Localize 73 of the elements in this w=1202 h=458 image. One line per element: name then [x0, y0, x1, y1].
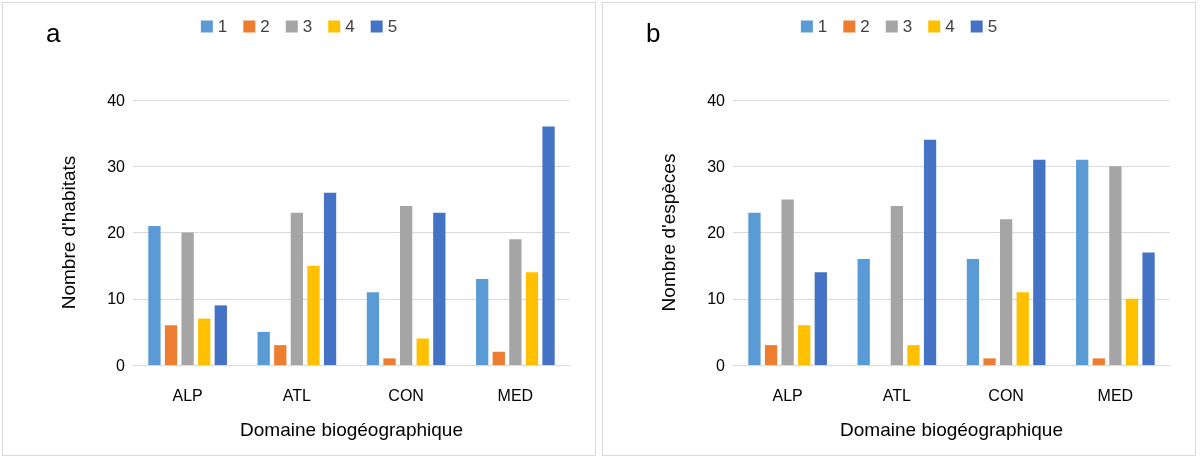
bar	[509, 239, 522, 365]
x-tick-label: ALP	[172, 386, 203, 404]
bar	[164, 325, 178, 365]
bar	[1142, 252, 1155, 365]
x-tick-label: ATL	[282, 386, 312, 404]
x-axis-title: Domaine biogéographique	[240, 419, 463, 440]
bar	[764, 345, 778, 365]
y-tick-label: 0	[116, 356, 126, 374]
bar	[181, 232, 194, 365]
legend-label: 1	[817, 17, 828, 36]
bar	[274, 345, 287, 365]
x-tick-label: CON	[388, 386, 424, 404]
y-tick-label: 40	[707, 91, 726, 109]
legend-label: 3	[902, 17, 913, 36]
x-tick-label: MED	[1097, 386, 1134, 404]
legend-label: 5	[987, 17, 998, 36]
bar	[214, 305, 227, 365]
x-tick-label: CON	[988, 386, 1024, 404]
legend-label: 4	[345, 17, 355, 36]
bar	[492, 351, 505, 365]
y-tick-label: 10	[107, 290, 126, 308]
bar	[257, 331, 270, 365]
bar	[323, 192, 337, 365]
bar	[416, 338, 429, 365]
bar	[890, 206, 904, 365]
bar	[966, 259, 980, 365]
y-tick-label: 20	[707, 224, 726, 241]
y-axis-title: Nombre d'espèces	[658, 153, 679, 312]
bar	[476, 278, 489, 365]
y-tick-label: 30	[107, 157, 126, 175]
bar	[383, 358, 396, 365]
bar	[1092, 358, 1105, 365]
bar	[748, 212, 761, 365]
bar	[814, 272, 827, 365]
bar	[307, 265, 320, 365]
x-tick-label: MED	[497, 386, 534, 404]
bar	[999, 219, 1013, 365]
y-tick-label: 40	[107, 91, 126, 109]
bar	[907, 345, 920, 365]
legend-label: 2	[860, 17, 870, 36]
legend-label: 4	[945, 17, 955, 36]
bar	[542, 126, 555, 365]
legend-label: 5	[387, 17, 398, 36]
bar	[366, 292, 380, 365]
bar	[781, 199, 794, 365]
bar	[798, 325, 811, 365]
bar	[525, 272, 539, 365]
bar	[983, 358, 996, 365]
chart-title: b	[646, 18, 661, 48]
y-tick-label: 20	[107, 224, 126, 241]
y-tick-label: 0	[716, 356, 726, 374]
bar	[1109, 166, 1122, 365]
bar	[1125, 298, 1139, 365]
bar	[1076, 159, 1089, 365]
bar	[1033, 159, 1046, 365]
bar	[1016, 292, 1029, 365]
x-axis-title: Domaine biogéographique	[840, 419, 1063, 440]
bar	[198, 318, 211, 365]
bar	[148, 225, 161, 365]
x-tick-label: ATL	[882, 386, 912, 404]
bar	[857, 259, 870, 365]
bar	[399, 206, 413, 365]
legend-label: 1	[217, 17, 228, 36]
chart-title: a	[46, 18, 61, 48]
y-axis-title: Nombre d'habitats	[58, 155, 79, 310]
bar	[923, 139, 937, 365]
y-tick-label: 10	[707, 290, 726, 308]
bar	[290, 212, 304, 365]
x-tick-label: ALP	[772, 386, 803, 404]
bar	[433, 212, 446, 365]
legend-label: 2	[260, 17, 270, 36]
y-tick-label: 30	[707, 157, 726, 175]
legend-label: 3	[302, 17, 313, 36]
